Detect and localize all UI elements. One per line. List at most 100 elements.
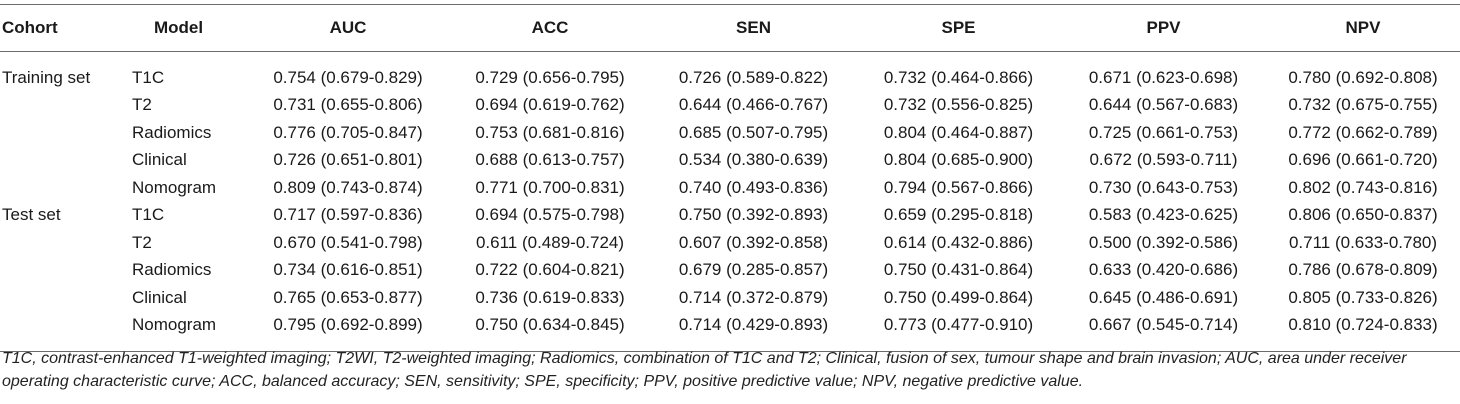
auc-cell: 0.734 (0.616-0.851)	[273, 260, 423, 280]
ppv-cell: 0.644 (0.567-0.683)	[1088, 95, 1239, 115]
ppv-cell: 0.500 (0.392-0.586)	[1088, 232, 1239, 252]
header-model: Model	[110, 4, 247, 52]
ppv-cell: 0.667 (0.545-0.714)	[1061, 311, 1266, 352]
ppv-cell: 0.583 (0.423-0.625)	[1088, 205, 1239, 225]
npv-cell: 0.696 (0.661-0.720)	[1288, 150, 1438, 170]
acc-cell: 0.736 (0.619-0.833)	[475, 287, 625, 307]
sen-cell: 0.714 (0.372-0.879)	[678, 287, 829, 307]
cohort-cell	[0, 284, 110, 312]
spe-cell: 0.773 (0.477-0.910)	[856, 311, 1061, 352]
header-npv: NPV	[1266, 4, 1460, 52]
model-cell: T1C	[132, 67, 165, 87]
ppv-cell: 0.645 (0.486-0.691)	[1088, 287, 1239, 307]
cohort-cell: Test set	[2, 205, 61, 225]
auc-cell: 0.670 (0.541-0.798)	[273, 232, 423, 252]
header-spe: SPE	[856, 4, 1061, 52]
cohort-cell	[0, 229, 110, 257]
spe-cell: 0.732 (0.556-0.825)	[883, 95, 1034, 115]
cohort-cell	[0, 147, 110, 175]
model-cell: Clinical	[132, 287, 187, 307]
header-auc: AUC	[247, 4, 449, 52]
header-row: Cohort Model AUC ACC SEN SPE PPV NPV	[0, 4, 1460, 52]
model-cell: Clinical	[132, 150, 187, 170]
header-sen: SEN	[651, 4, 856, 52]
table-row: Nomogram 0.809 (0.743-0.874) 0.771 (0.700-…	[0, 174, 1460, 202]
cohort-cell	[0, 92, 110, 120]
table-row: Radiomics 0.734 (0.616-0.851) 0.722 (0.604…	[0, 257, 1460, 285]
sen-cell: 0.607 (0.392-0.858)	[678, 232, 829, 252]
table-row: T2 0.670 (0.541-0.798) 0.611 (0.489-0.724)…	[0, 229, 1460, 257]
acc-cell: 0.611 (0.489-0.724)	[475, 232, 625, 252]
auc-cell: 0.776 (0.705-0.847)	[273, 122, 423, 142]
auc-cell: 0.754 (0.679-0.829)	[273, 67, 423, 87]
spe-cell: 0.794 (0.567-0.866)	[883, 177, 1034, 197]
npv-cell: 0.772 (0.662-0.789)	[1288, 122, 1438, 142]
auc-cell: 0.809 (0.743-0.874)	[273, 177, 423, 197]
ppv-cell: 0.671 (0.623-0.698)	[1088, 67, 1239, 87]
sen-cell: 0.679 (0.285-0.857)	[678, 260, 829, 280]
header-ppv: PPV	[1061, 4, 1266, 52]
ppv-cell: 0.672 (0.593-0.711)	[1089, 150, 1238, 170]
model-cell: Radiomics	[132, 260, 212, 280]
spe-cell: 0.659 (0.295-0.818)	[883, 205, 1034, 225]
sen-cell: 0.726 (0.589-0.822)	[678, 67, 829, 87]
auc-cell: 0.726 (0.651-0.801)	[273, 150, 423, 170]
npv-cell: 0.806 (0.650-0.837)	[1288, 205, 1438, 225]
header-cohort: Cohort	[0, 4, 110, 52]
spe-cell: 0.804 (0.464-0.887)	[883, 122, 1034, 142]
table-row: Radiomics 0.776 (0.705-0.847) 0.753 (0.681…	[0, 119, 1460, 147]
table-row: Nomogram 0.795 (0.692-0.899) 0.750 (0.634-…	[0, 311, 1460, 352]
table-row: Clinical 0.726 (0.651-0.801) 0.688 (0.613-…	[0, 147, 1460, 175]
table-row: T2 0.731 (0.655-0.806) 0.694 (0.619-0.762)…	[0, 92, 1460, 120]
acc-cell: 0.722 (0.604-0.821)	[475, 260, 625, 280]
cohort-cell: Training set	[2, 67, 91, 87]
sen-cell: 0.534 (0.380-0.639)	[678, 150, 829, 170]
table-body: Training set T1C 0.754 (0.679-0.829) 0.729 …	[0, 52, 1460, 352]
npv-cell: 0.780 (0.692-0.808)	[1288, 67, 1438, 87]
spe-cell: 0.732 (0.464-0.866)	[883, 67, 1034, 87]
sen-cell: 0.750 (0.392-0.893)	[678, 205, 829, 225]
acc-cell: 0.750 (0.634-0.845)	[449, 311, 651, 352]
spe-cell: 0.750 (0.499-0.864)	[883, 287, 1034, 307]
npv-cell: 0.786 (0.678-0.809)	[1288, 260, 1438, 280]
acc-cell: 0.729 (0.656-0.795)	[475, 67, 625, 87]
npv-cell: 0.732 (0.675-0.755)	[1288, 95, 1438, 115]
acc-cell: 0.688 (0.613-0.757)	[475, 150, 625, 170]
auc-cell: 0.731 (0.655-0.806)	[273, 95, 423, 115]
sen-cell: 0.740 (0.493-0.836)	[678, 177, 829, 197]
model-cell: T1C	[132, 205, 165, 225]
spe-cell: 0.614 (0.432-0.886)	[883, 232, 1034, 252]
model-cell: T2	[132, 95, 152, 115]
acc-cell: 0.771 (0.700-0.831)	[475, 177, 625, 197]
model-cell: Nomogram	[110, 311, 247, 352]
sen-cell: 0.685 (0.507-0.795)	[678, 122, 829, 142]
spe-cell: 0.750 (0.431-0.864)	[883, 260, 1034, 280]
npv-cell: 0.711 (0.633-0.780)	[1288, 232, 1438, 252]
sen-cell: 0.714 (0.429-0.893)	[651, 311, 856, 352]
cohort-cell	[0, 257, 110, 285]
cohort-cell	[0, 119, 110, 147]
model-cell: T2	[132, 232, 152, 252]
ppv-cell: 0.633 (0.420-0.686)	[1088, 260, 1239, 280]
cohort-cell	[0, 174, 110, 202]
sen-cell: 0.644 (0.466-0.767)	[678, 95, 829, 115]
cohort-cell	[0, 311, 110, 352]
npv-cell: 0.805 (0.733-0.826)	[1288, 287, 1438, 307]
acc-cell: 0.694 (0.575-0.798)	[475, 205, 625, 225]
table-row: Training set T1C 0.754 (0.679-0.829) 0.729 …	[0, 52, 1460, 92]
ppv-cell: 0.725 (0.661-0.753)	[1088, 122, 1239, 142]
results-table: Cohort Model AUC ACC SEN SPE PPV NPV Tra…	[0, 4, 1460, 352]
auc-cell: 0.795 (0.692-0.899)	[247, 311, 449, 352]
acc-cell: 0.694 (0.619-0.762)	[475, 95, 625, 115]
npv-cell: 0.802 (0.743-0.816)	[1288, 177, 1438, 197]
header-acc: ACC	[449, 4, 651, 52]
spe-cell: 0.804 (0.685-0.900)	[883, 150, 1034, 170]
ppv-cell: 0.730 (0.643-0.753)	[1088, 177, 1239, 197]
table-footnote: T1C, contrast-enhanced T1-weighted imagi…	[2, 350, 1407, 390]
table-row: Clinical 0.765 (0.653-0.877) 0.736 (0.619-…	[0, 284, 1460, 312]
acc-cell: 0.753 (0.681-0.816)	[475, 122, 625, 142]
table-row: Test set T1C 0.717 (0.597-0.836) 0.694 (0.5…	[0, 202, 1460, 230]
npv-cell: 0.810 (0.724-0.833)	[1266, 311, 1460, 352]
model-cell: Radiomics	[132, 122, 212, 142]
